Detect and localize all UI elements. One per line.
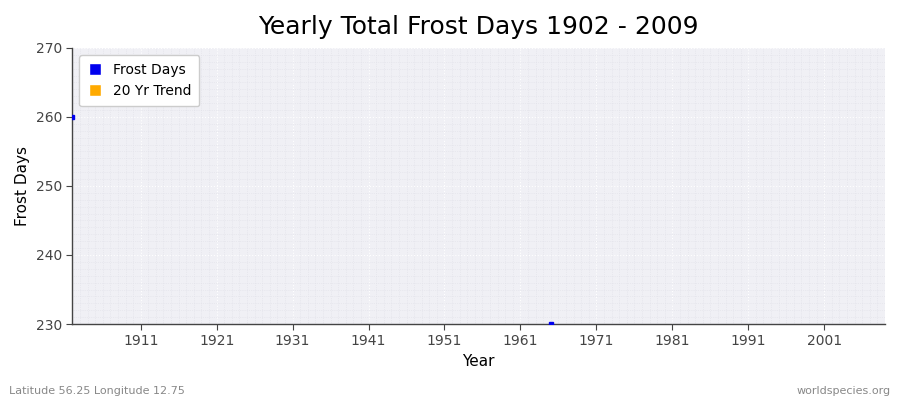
Text: worldspecies.org: worldspecies.org <box>796 386 891 396</box>
Text: Latitude 56.25 Longitude 12.75: Latitude 56.25 Longitude 12.75 <box>9 386 184 396</box>
Y-axis label: Frost Days: Frost Days <box>15 146 30 226</box>
Legend: Frost Days, 20 Yr Trend: Frost Days, 20 Yr Trend <box>79 55 200 106</box>
X-axis label: Year: Year <box>463 354 495 369</box>
Title: Yearly Total Frost Days 1902 - 2009: Yearly Total Frost Days 1902 - 2009 <box>258 15 699 39</box>
